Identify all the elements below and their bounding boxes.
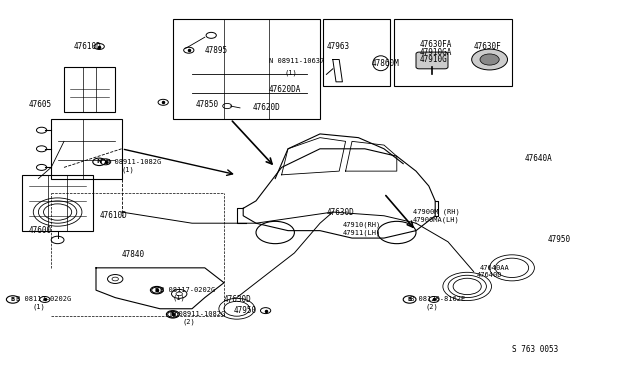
Text: (2): (2)	[182, 318, 195, 325]
Text: 47630F: 47630F	[474, 42, 501, 51]
Text: N: N	[97, 159, 102, 164]
Text: B 08120-8162E: B 08120-8162E	[410, 296, 465, 302]
Circle shape	[472, 49, 508, 70]
Text: 47630FA: 47630FA	[419, 40, 452, 49]
Text: 47900MA(LH): 47900MA(LH)	[413, 216, 460, 223]
Text: 47950: 47950	[234, 306, 257, 315]
Text: (1): (1)	[285, 69, 298, 76]
Text: 47620D: 47620D	[253, 103, 280, 112]
Text: 47963: 47963	[326, 42, 349, 51]
Text: 47840: 47840	[122, 250, 145, 259]
Text: 47610D: 47610D	[99, 211, 127, 220]
Text: 47911(LH): 47911(LH)	[342, 229, 381, 236]
FancyBboxPatch shape	[416, 52, 448, 69]
Text: (1): (1)	[173, 294, 186, 301]
Text: N 08911-10637: N 08911-10637	[269, 58, 324, 64]
Text: N 08911-1082G: N 08911-1082G	[106, 159, 161, 165]
Text: 47900M (RH): 47900M (RH)	[413, 209, 460, 215]
Text: B: B	[408, 297, 412, 302]
Text: N: N	[170, 312, 175, 317]
Text: 47640D: 47640D	[477, 272, 502, 278]
Text: 47610D: 47610D	[74, 42, 101, 51]
Text: 47910(RH): 47910(RH)	[342, 222, 381, 228]
Text: 47630D: 47630D	[326, 208, 354, 217]
Text: (2): (2)	[426, 304, 438, 310]
Text: N 08911-1082G: N 08911-1082G	[170, 311, 225, 317]
Text: S 763 0053: S 763 0053	[512, 345, 558, 354]
Text: 47895: 47895	[205, 46, 228, 55]
Text: (1): (1)	[32, 304, 45, 310]
Text: 47640AA: 47640AA	[480, 265, 509, 271]
Text: 47950: 47950	[547, 235, 570, 244]
Text: B 08117-0202G: B 08117-0202G	[16, 296, 71, 302]
Text: 47600: 47600	[29, 226, 52, 235]
Text: 47850: 47850	[195, 100, 218, 109]
Text: B 08117-0202G: B 08117-0202G	[160, 287, 215, 293]
Text: 47620DA: 47620DA	[269, 85, 301, 94]
Text: 47860M: 47860M	[371, 59, 399, 68]
Text: 47640A: 47640A	[525, 154, 552, 163]
Text: B: B	[155, 288, 159, 293]
Text: 47910G: 47910G	[419, 55, 447, 64]
Text: B: B	[11, 297, 15, 302]
Circle shape	[480, 54, 499, 65]
Text: 47910GA: 47910GA	[419, 48, 452, 57]
Text: 47605: 47605	[29, 100, 52, 109]
Text: (1): (1)	[122, 166, 134, 173]
Text: 47630D: 47630D	[224, 295, 252, 304]
